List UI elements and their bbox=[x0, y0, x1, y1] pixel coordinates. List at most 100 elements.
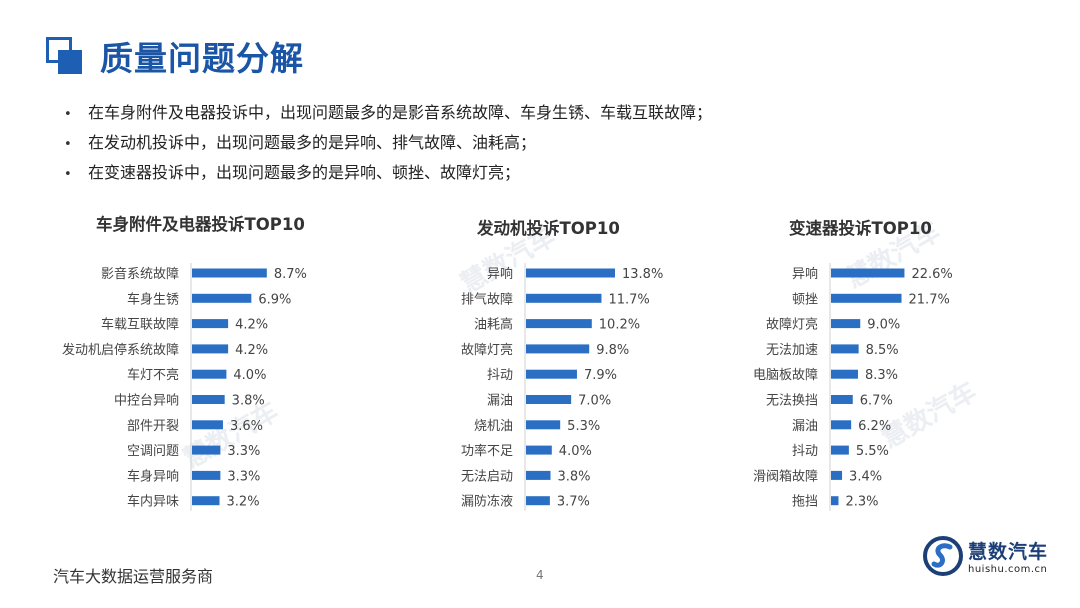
bar bbox=[526, 420, 561, 430]
bullet-text: 在发动机投诉中，出现问题最多的是异响、排气故障、油耗高； bbox=[88, 133, 537, 152]
category-label: 功率不足 bbox=[461, 443, 513, 459]
data-label: 6.9% bbox=[258, 292, 291, 307]
data-label: 11.7% bbox=[608, 292, 649, 307]
bar bbox=[526, 293, 602, 303]
summary-bullet: • 在发动机投诉中，出现问题最多的是异响、排气故障、油耗高； bbox=[64, 129, 712, 159]
data-label: 9.0% bbox=[867, 318, 900, 333]
data-label: 9.8% bbox=[596, 343, 629, 358]
category-label: 滑阀箱故障 bbox=[753, 468, 818, 484]
category-label: 无法加速 bbox=[766, 343, 818, 358]
data-label: 7.0% bbox=[578, 394, 611, 409]
bar bbox=[192, 268, 267, 278]
title-decoration bbox=[46, 37, 82, 77]
category-label: 影音系统故障 bbox=[101, 266, 179, 282]
data-label: 22.6% bbox=[911, 267, 952, 282]
watermark: 慧数汽车 bbox=[178, 396, 284, 475]
bar bbox=[831, 445, 849, 455]
data-label: 3.3% bbox=[227, 469, 260, 484]
data-label: 13.8% bbox=[622, 267, 663, 282]
watermark: 慧数汽车 bbox=[840, 216, 946, 295]
watermark: 慧数汽车 bbox=[455, 221, 561, 300]
bar bbox=[192, 496, 220, 506]
bar bbox=[831, 293, 902, 303]
category-label: 车内异味 bbox=[127, 494, 179, 510]
footer-text: 汽车大数据运营服务商 bbox=[53, 567, 214, 586]
category-label: 抖动 bbox=[792, 444, 818, 459]
title-square-solid bbox=[58, 50, 82, 74]
data-label: 5.3% bbox=[567, 419, 600, 434]
category-label: 漏防冻液 bbox=[461, 494, 513, 510]
bullet-text: 在车身附件及电器投诉中，出现问题最多的是影音系统故障、车身生锈、车载互联故障； bbox=[88, 103, 713, 122]
data-label: 8.7% bbox=[274, 267, 307, 282]
bar bbox=[526, 344, 590, 354]
data-label: 7.9% bbox=[584, 368, 617, 383]
category-label: 无法启动 bbox=[461, 469, 513, 484]
category-label: 中控台异响 bbox=[114, 393, 179, 409]
bar bbox=[831, 470, 843, 480]
category-label: 部件开裂 bbox=[127, 419, 179, 434]
bar-chart-engine: 异响 13.8%排气故障 11.7%油耗高 10.2%故障灯亮 9.8%抖动 7.9%漏油… bbox=[461, 263, 663, 511]
bullet-text: 在变速器投诉中，出现问题最多的是异响、顿挫、故障灯亮； bbox=[88, 163, 521, 182]
data-label: 4.0% bbox=[233, 368, 266, 383]
bar bbox=[192, 344, 229, 354]
logo-url: huishu.com.cn bbox=[968, 564, 1048, 575]
bar bbox=[526, 369, 577, 379]
bullet-dot: • bbox=[64, 107, 72, 122]
bar bbox=[831, 344, 859, 354]
category-label: 发动机启停系统故障 bbox=[62, 342, 179, 358]
bar bbox=[831, 369, 858, 379]
bar bbox=[526, 496, 550, 506]
bar-chart-transmission: 异响 22.6% 顿挫 21.7% 故障灯亮 9.0% 无法加速 8.5% 电脑板故障 8.3% 无… bbox=[753, 263, 953, 511]
bar bbox=[192, 369, 227, 379]
category-label: 车身异响 bbox=[127, 468, 179, 484]
bar bbox=[192, 395, 225, 404]
logo-name: 慧数汽车 bbox=[968, 541, 1049, 563]
bar-chart-body-electrical: 影音系统故障 8.7% 车身生锈 6.9% 车载互联故障 4.2% 发动机启停系统故障 4.2… bbox=[62, 263, 307, 511]
category-label: 顿挫 bbox=[792, 292, 818, 307]
data-label: 4.2% bbox=[235, 318, 268, 333]
category-label: 异响 bbox=[792, 266, 818, 282]
bar bbox=[831, 319, 861, 329]
category-label: 电脑板故障 bbox=[753, 368, 818, 383]
category-label: 空调问题 bbox=[127, 444, 179, 459]
category-label: 抖动 bbox=[487, 368, 513, 383]
summary-bullet: • 在车身附件及电器投诉中，出现问题最多的是影音系统故障、车身生锈、车载互联故障； bbox=[64, 99, 712, 129]
category-label: 故障灯亮 bbox=[766, 317, 818, 333]
bullet-dot: • bbox=[64, 137, 72, 152]
data-label: 6.7% bbox=[860, 394, 893, 409]
data-label: 4.2% bbox=[235, 343, 268, 358]
data-label: 3.4% bbox=[849, 469, 882, 484]
data-label: 8.3% bbox=[865, 368, 898, 383]
summary-bullet: • 在变速器投诉中，出现问题最多的是异响、顿挫、故障灯亮； bbox=[64, 159, 712, 189]
data-label: 10.2% bbox=[599, 318, 640, 333]
page-title: 质量问题分解 bbox=[100, 39, 304, 78]
bar bbox=[526, 445, 552, 455]
bullet-dot: • bbox=[64, 167, 72, 182]
bar bbox=[526, 470, 551, 480]
category-label: 油耗高 bbox=[474, 317, 513, 333]
category-label: 烧机油 bbox=[474, 419, 513, 434]
page-number: 4 bbox=[536, 568, 544, 582]
bar bbox=[192, 293, 252, 303]
data-label: 21.7% bbox=[909, 292, 950, 307]
bar bbox=[831, 496, 839, 506]
data-label: 2.3% bbox=[845, 495, 878, 510]
data-label: 3.7% bbox=[557, 495, 590, 510]
bar bbox=[831, 420, 852, 430]
bar bbox=[526, 319, 592, 329]
data-label: 5.5% bbox=[856, 444, 889, 459]
category-label: 拖挡 bbox=[792, 495, 818, 510]
category-label: 车载互联故障 bbox=[101, 317, 179, 333]
bar bbox=[192, 319, 229, 329]
category-label: 车身生锈 bbox=[127, 291, 179, 307]
category-label: 车灯不亮 bbox=[127, 367, 179, 383]
summary-bullet-list: • 在车身附件及电器投诉中，出现问题最多的是影音系统故障、车身生锈、车载互联故障；… bbox=[64, 99, 712, 189]
data-label: 3.2% bbox=[227, 495, 260, 510]
category-label: 无法换挡 bbox=[766, 394, 818, 409]
watermark: 慧数汽车 bbox=[876, 376, 982, 455]
bar bbox=[526, 268, 616, 278]
data-label: 3.8% bbox=[558, 469, 591, 484]
bar bbox=[526, 395, 572, 404]
